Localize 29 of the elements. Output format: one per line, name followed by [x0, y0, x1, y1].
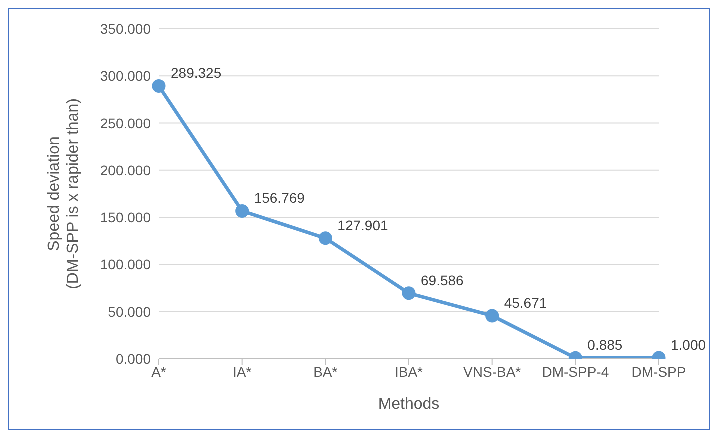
y-tick-label: 150.000 — [100, 210, 152, 226]
y-tick-label: 100.000 — [100, 256, 152, 273]
x-tick-label: IA* — [232, 364, 252, 380]
x-axis-title: Methods — [378, 396, 440, 413]
data-label: 127.901 — [338, 217, 388, 234]
point — [318, 232, 332, 246]
data-label: 156.769 — [254, 190, 306, 206]
x-tick-label: DM-SPP-4 — [542, 364, 610, 380]
data-label: 1.000 — [671, 337, 706, 354]
x-tick-label: VNS-BA* — [464, 364, 522, 380]
point — [152, 79, 166, 93]
x-tick-label: BA* — [314, 364, 338, 380]
data-label: 289.325 — [171, 65, 222, 82]
data-label: 45.671 — [504, 294, 548, 311]
y-tick-label: 350.000 — [100, 20, 152, 37]
y-tick-label: 250.000 — [100, 115, 152, 132]
point — [402, 286, 416, 300]
data-label: 0.885 — [588, 337, 623, 354]
y-tick-label: 0.000 — [116, 350, 152, 367]
y-tick-label: 50.000 — [108, 304, 152, 320]
point — [236, 204, 250, 218]
data-label: 69.586 — [421, 272, 464, 288]
x-tick-label: DM-SPP — [632, 364, 686, 380]
point — [486, 309, 500, 323]
x-tick-label: IBA* — [394, 364, 424, 380]
y-axis-title: Speed deviation (DM-SPP is x rapider than) — [46, 98, 82, 290]
y-tick-label: 300.000 — [100, 68, 152, 84]
y-tick-label: 200.000 — [100, 162, 152, 178]
x-tick-label: A* — [152, 364, 167, 380]
